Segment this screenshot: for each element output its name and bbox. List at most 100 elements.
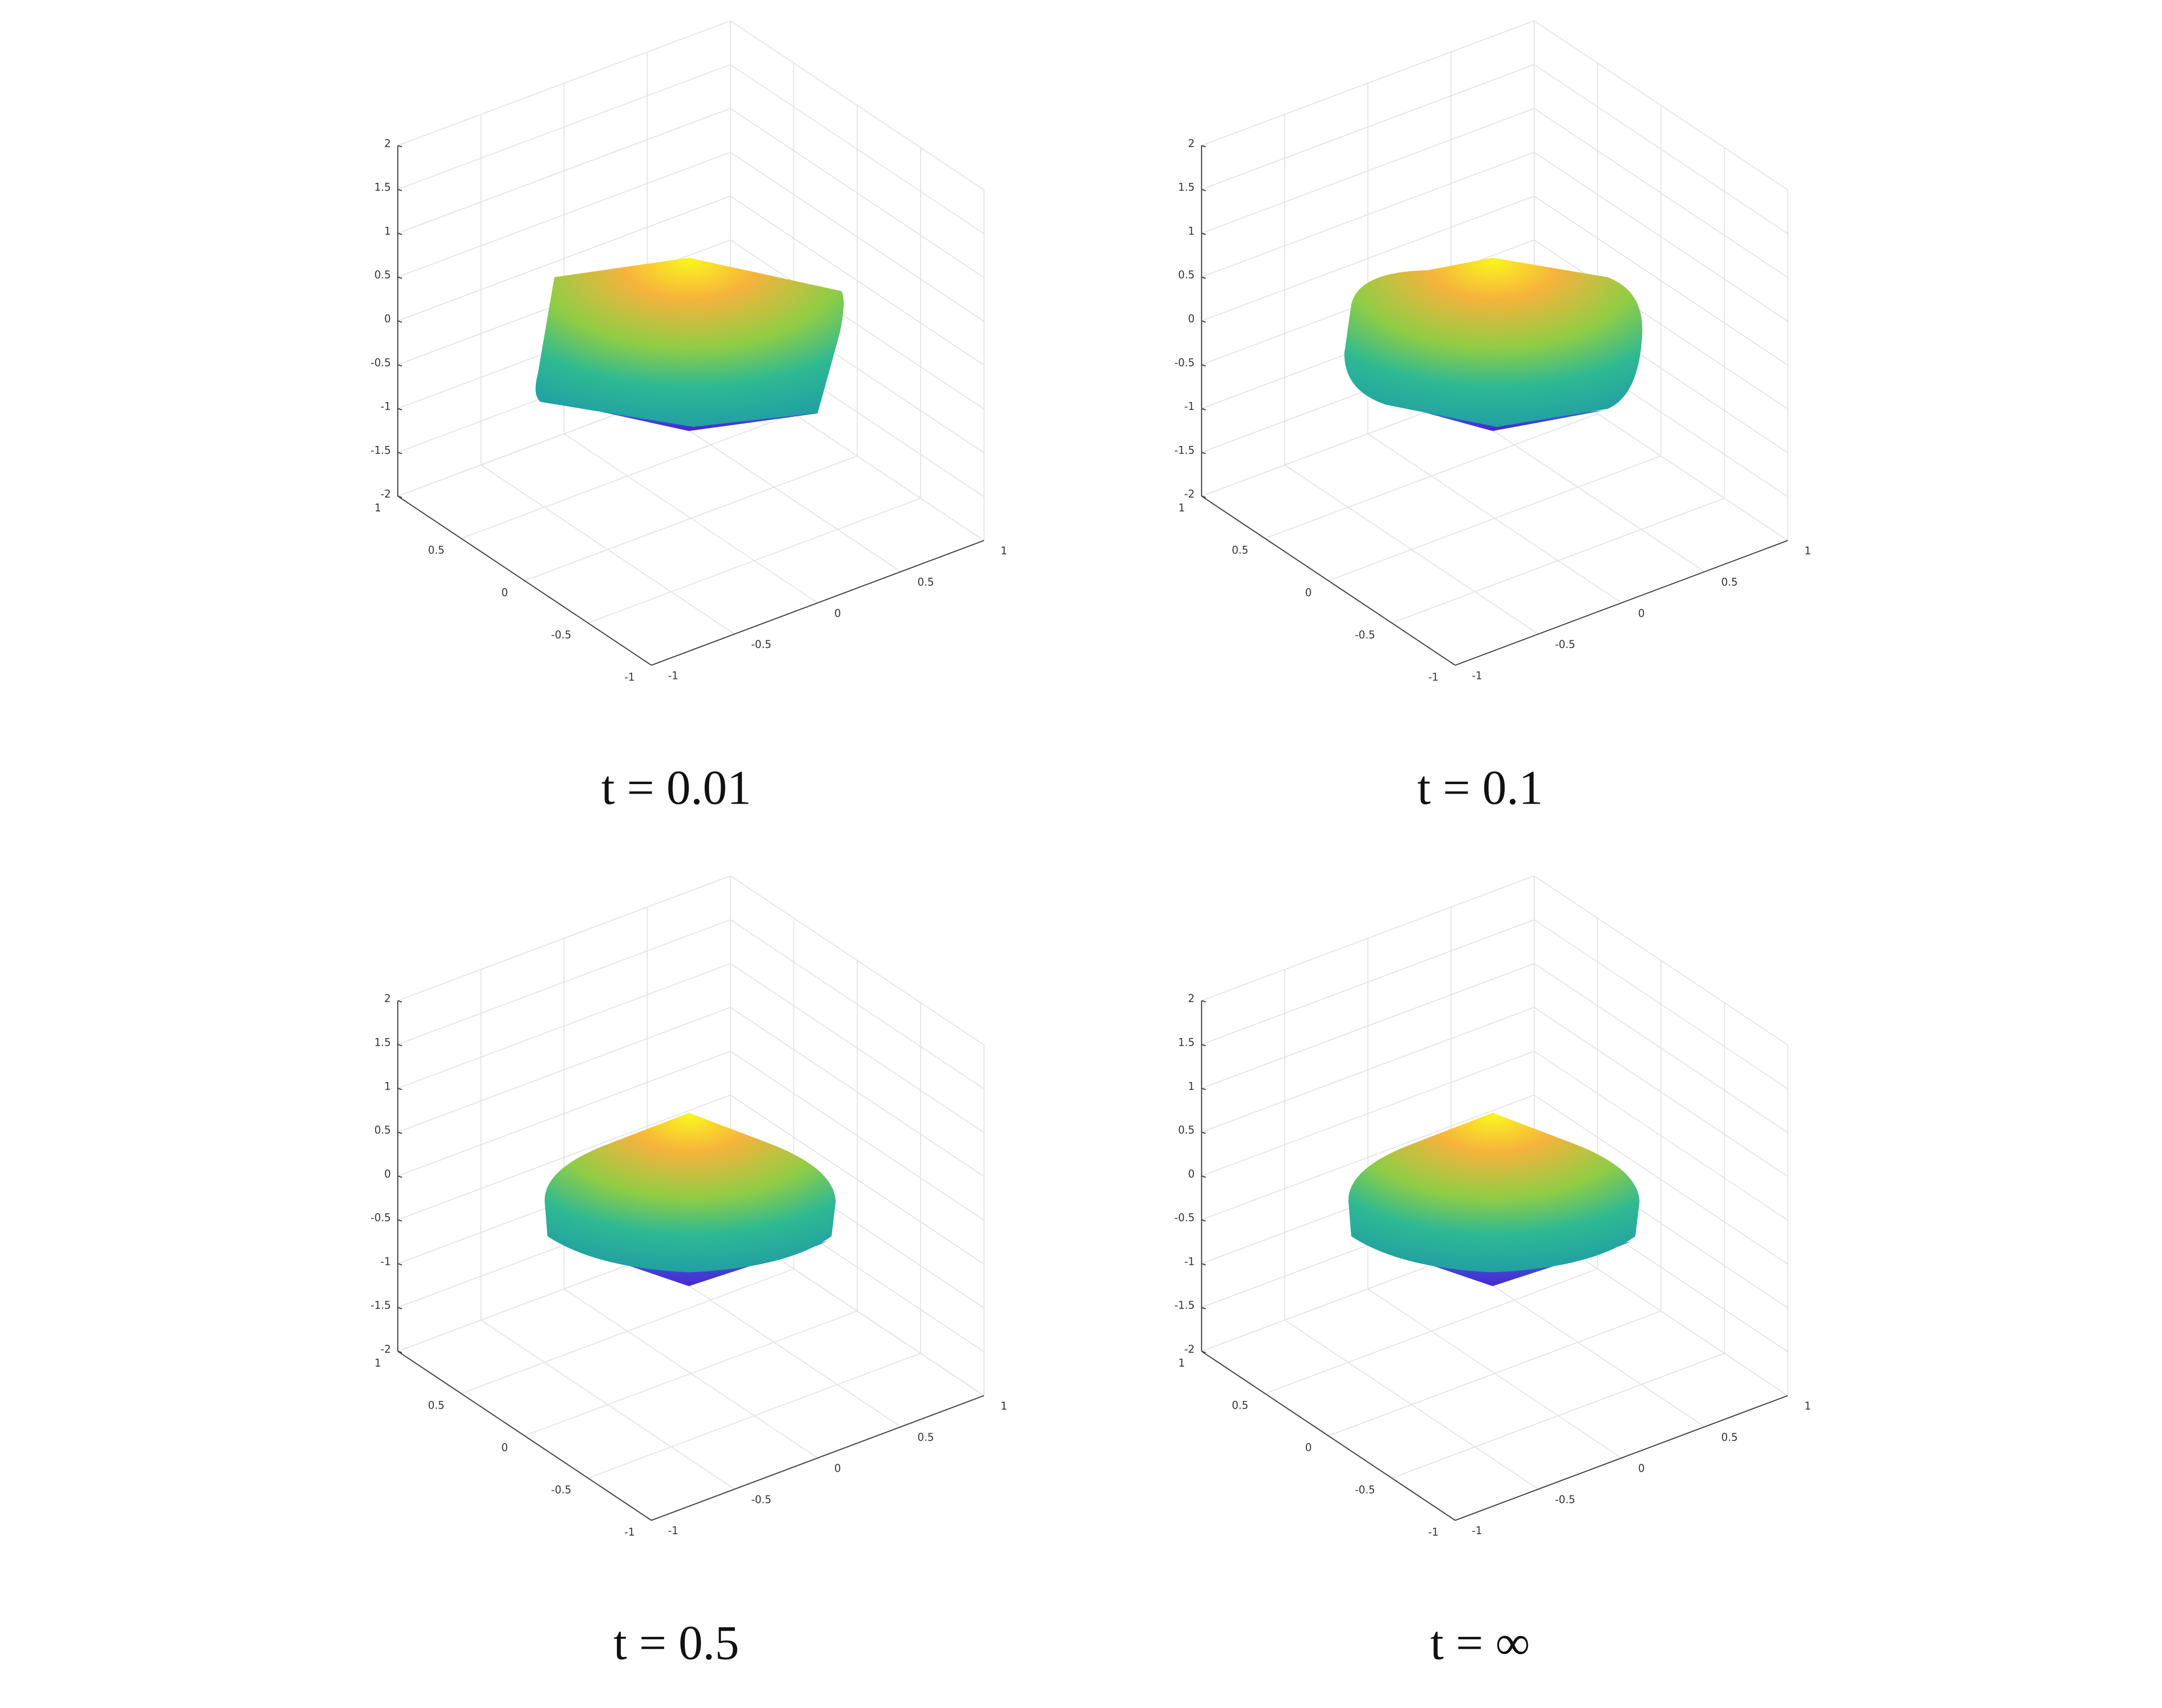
tick-mark [1201, 1263, 1206, 1266]
tick-mark [397, 1219, 403, 1222]
z-tick-label: 0.5 [374, 1125, 391, 1136]
z-tick-label: -0.5 [1175, 357, 1195, 369]
tick-mark [397, 1000, 403, 1003]
surface-bottom [1358, 1240, 1633, 1286]
grid-line [730, 239, 985, 410]
grid-line [397, 1007, 731, 1133]
y-tick-label: -0.5 [551, 1485, 571, 1496]
z-tick-label: 0.5 [1178, 1125, 1195, 1136]
z-tick-label: -0.5 [1175, 1212, 1195, 1224]
tick-mark [1201, 1307, 1206, 1310]
grid-line [730, 875, 985, 1046]
x-tick-label: 0.5 [918, 1432, 934, 1443]
grid-line [1264, 1268, 1598, 1394]
z-tick-label: 1.5 [374, 182, 391, 194]
grid-line [1534, 152, 1788, 322]
grid-line [1534, 963, 1788, 1133]
z-tick-label: 1.5 [1178, 182, 1195, 194]
grid-line [1534, 1050, 1788, 1221]
x-tick-label: -0.5 [1555, 1494, 1575, 1506]
axis-line [651, 1395, 985, 1521]
axis-line [397, 496, 652, 666]
grid-line [588, 498, 921, 624]
grid-line [397, 875, 731, 1001]
tick-mark [1201, 1175, 1206, 1178]
z-tick-label: 1.5 [1178, 1037, 1195, 1049]
grid-line [1534, 239, 1788, 410]
grid-line [1201, 1007, 1535, 1133]
z-tick-label: 2 [384, 138, 391, 150]
grid-line [461, 413, 794, 539]
grid-line [1201, 1050, 1535, 1177]
y-tick-label: -1 [1428, 1527, 1439, 1538]
y-tick-label: 0.5 [428, 545, 445, 557]
surface [1344, 257, 1643, 427]
y-tick-label: -1 [1428, 671, 1439, 683]
grid-line [524, 455, 858, 582]
surface [544, 1113, 836, 1273]
grid-line [397, 1050, 731, 1177]
x-tick-label: -1 [1472, 1525, 1482, 1537]
z-tick-label: 1 [1188, 1081, 1195, 1093]
grid-line [730, 963, 985, 1133]
tick-mark [1201, 452, 1206, 455]
tick-mark [397, 1131, 403, 1134]
tick-mark [1201, 408, 1206, 411]
x-tick-label: -1 [668, 1525, 678, 1537]
grid-line [730, 108, 985, 278]
grid-line [397, 64, 731, 190]
tick-mark [1201, 233, 1206, 235]
grid-line [1534, 919, 1788, 1090]
z-tick-label: 0.5 [374, 269, 391, 281]
grid-line [730, 64, 985, 234]
grid-line [730, 195, 985, 366]
z-tick-label: -2 [1184, 1344, 1195, 1356]
y-tick-label: 0 [1305, 1442, 1312, 1454]
tick-mark [397, 320, 403, 323]
grid-line [1328, 455, 1662, 582]
grid-line [730, 1050, 985, 1221]
x-tick-label: 0.5 [1721, 1432, 1738, 1443]
grid-line [1534, 875, 1788, 1046]
tick-mark [1201, 1044, 1206, 1047]
z-tick-label: 0 [384, 313, 391, 325]
surface-bottom [554, 1240, 829, 1286]
z-tick-label: 1 [1188, 225, 1195, 237]
y-tick-label: 1 [1178, 502, 1185, 514]
caption: t = 0.5 [614, 1615, 739, 1669]
x-tick-label: -0.5 [1555, 639, 1575, 651]
grid-line [1534, 20, 1788, 191]
grid-line [1534, 1094, 1788, 1265]
y-tick-label: 0 [501, 1442, 508, 1454]
z-tick-label: 1.5 [374, 1037, 391, 1049]
grid-line [1328, 1310, 1662, 1436]
tick-mark [1201, 1131, 1206, 1134]
grid-line [397, 151, 731, 278]
tick-mark [397, 1088, 403, 1091]
grid-line [1201, 20, 1535, 146]
tick-mark [1201, 145, 1206, 148]
y-tick-label: -0.5 [1355, 629, 1375, 641]
tick-mark [397, 1307, 403, 1310]
grid-line [397, 20, 731, 146]
tick-mark [1201, 1000, 1206, 1003]
z-tick-label: -0.5 [371, 357, 391, 369]
grid-line [1201, 875, 1535, 1001]
z-tick-label: -2 [381, 488, 391, 500]
y-tick-label: 0 [1305, 587, 1312, 599]
surface [1348, 1113, 1640, 1273]
z-tick-label: -1 [381, 401, 391, 413]
tick-mark [1201, 189, 1206, 191]
x-tick-label: 0.5 [1721, 576, 1738, 588]
grid-line [1534, 108, 1788, 278]
z-tick-label: 0 [1188, 1168, 1195, 1180]
x-tick-label: 0 [834, 1463, 841, 1475]
tick-mark [397, 145, 403, 148]
y-tick-label: 1 [1178, 1358, 1185, 1369]
y-tick-label: -1 [625, 1527, 635, 1538]
grid-line [730, 1007, 985, 1177]
z-tick-label: -1 [381, 1256, 391, 1268]
axis-line [1455, 1395, 1788, 1521]
